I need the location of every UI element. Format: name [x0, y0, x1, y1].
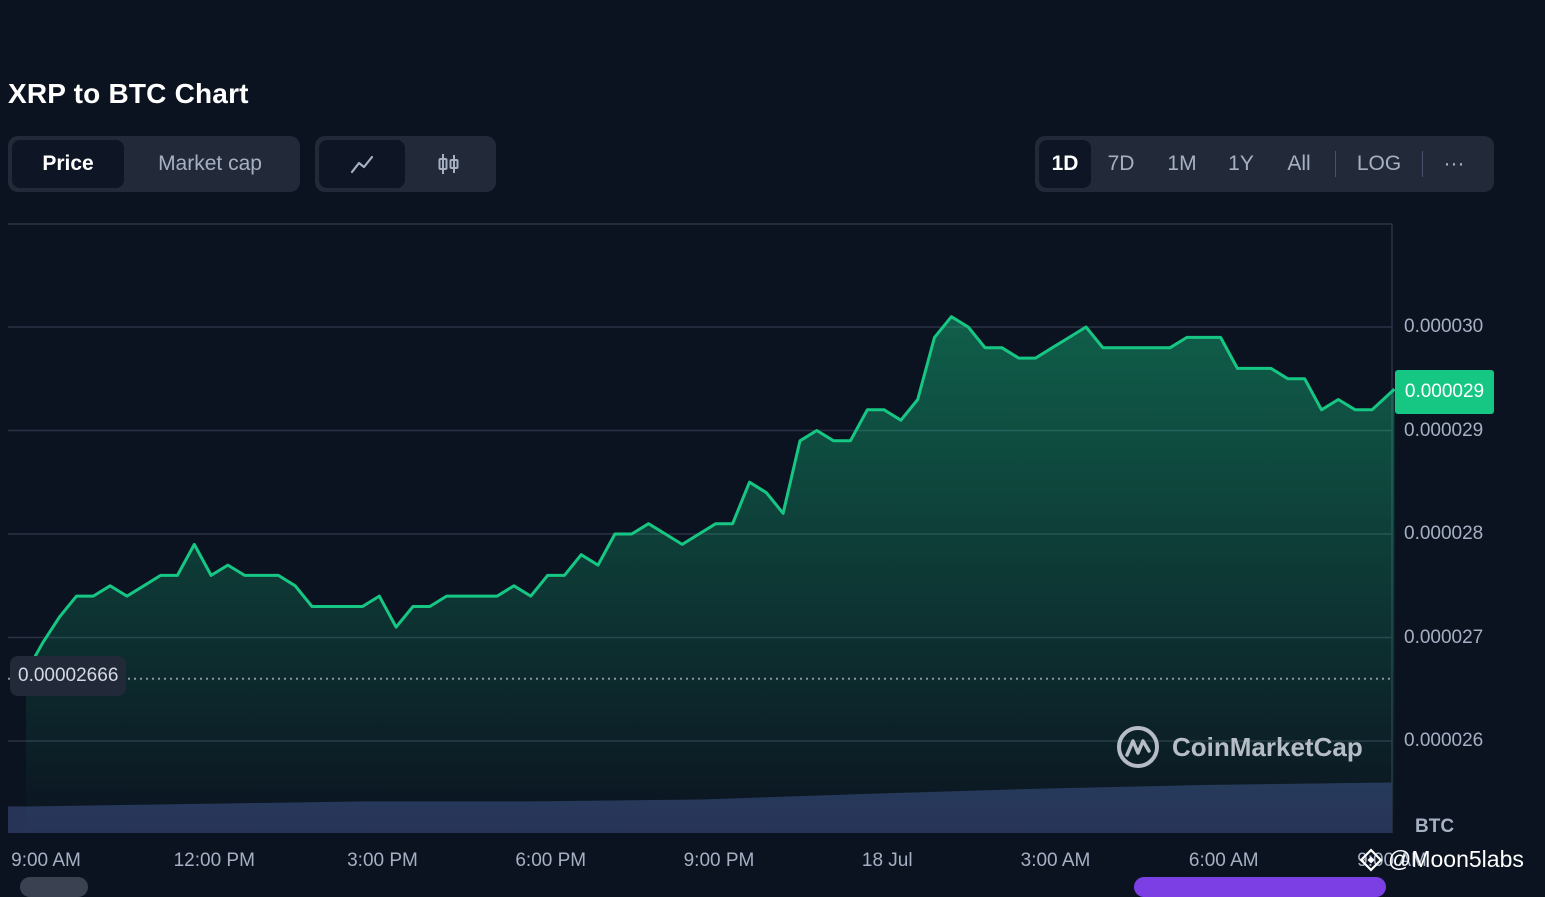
line-chart-icon — [350, 155, 374, 174]
range-1d-button[interactable]: 1D — [1039, 140, 1091, 188]
metric-toggle: Price Market cap — [8, 136, 300, 192]
range-divider — [1422, 151, 1423, 177]
current-price-badge: 0.000029 — [1395, 370, 1494, 414]
y-tick-label: 0.000029 — [1404, 419, 1484, 441]
price-area — [26, 316, 1395, 833]
y-tick-label: 0.000026 — [1404, 730, 1484, 751]
candlestick-icon — [438, 154, 459, 174]
volume-bar — [16, 806, 20, 833]
unit-label: BTC — [1415, 816, 1455, 837]
x-tick-label: 6:00 AM — [1188, 850, 1259, 871]
range-1y-button[interactable]: 1Y — [1228, 152, 1254, 175]
page-title: XRP to BTC Chart — [8, 78, 249, 109]
price-line — [24, 315, 1396, 674]
purple-banner[interactable] — [1134, 877, 1386, 897]
x-tick-label: 9:00 AM — [11, 850, 81, 871]
open-price-badge: 0.00002666 — [10, 656, 127, 696]
attribution: @Moon5labs — [1358, 846, 1524, 873]
y-tick-label: 0.000030 — [1404, 316, 1484, 337]
more-icon[interactable]: ··· — [1443, 152, 1465, 175]
tab-market-cap[interactable]: Market cap — [158, 152, 262, 175]
volume-bar — [8, 806, 12, 833]
x-tick-label: 18 Jul — [861, 850, 913, 871]
coinmarketcap-watermark: CoinMarketCap — [1116, 724, 1363, 770]
log-scale-button[interactable]: LOG — [1356, 152, 1402, 175]
range-selector: 1D 7D 1M 1Y All LOG ··· — [1035, 136, 1494, 192]
y-tick-label: 0.000027 — [1404, 626, 1484, 648]
range-all-button[interactable]: All — [1287, 152, 1311, 175]
y-tick-label: 0.000028 — [1404, 523, 1484, 544]
x-tick-label: 9:00 PM — [683, 850, 755, 871]
range-divider — [1335, 151, 1336, 177]
tab-price[interactable]: Price — [12, 140, 124, 188]
scroll-pill — [20, 877, 88, 897]
range-7d-button[interactable]: 7D — [1107, 152, 1135, 175]
watermark-text: CoinMarketCap — [1172, 731, 1363, 762]
line-chart-button[interactable] — [319, 140, 405, 188]
x-tick-label: 3:00 AM — [1020, 850, 1091, 871]
x-tick-label: 12:00 PM — [173, 850, 255, 871]
volume-bar — [20, 806, 24, 833]
x-tick-label: 6:00 PM — [515, 850, 587, 871]
binance-square-icon — [1359, 848, 1383, 871]
x-tick-label: 3:00 PM — [347, 850, 418, 871]
attribution-text: @Moon5labs — [1388, 846, 1524, 872]
coinmarketcap-logo-icon — [1117, 726, 1159, 768]
candlestick-button[interactable] — [405, 140, 491, 188]
volume-bar — [12, 806, 16, 833]
chart-type-toggle — [315, 136, 496, 192]
range-1m-button[interactable]: 1M — [1167, 152, 1197, 175]
